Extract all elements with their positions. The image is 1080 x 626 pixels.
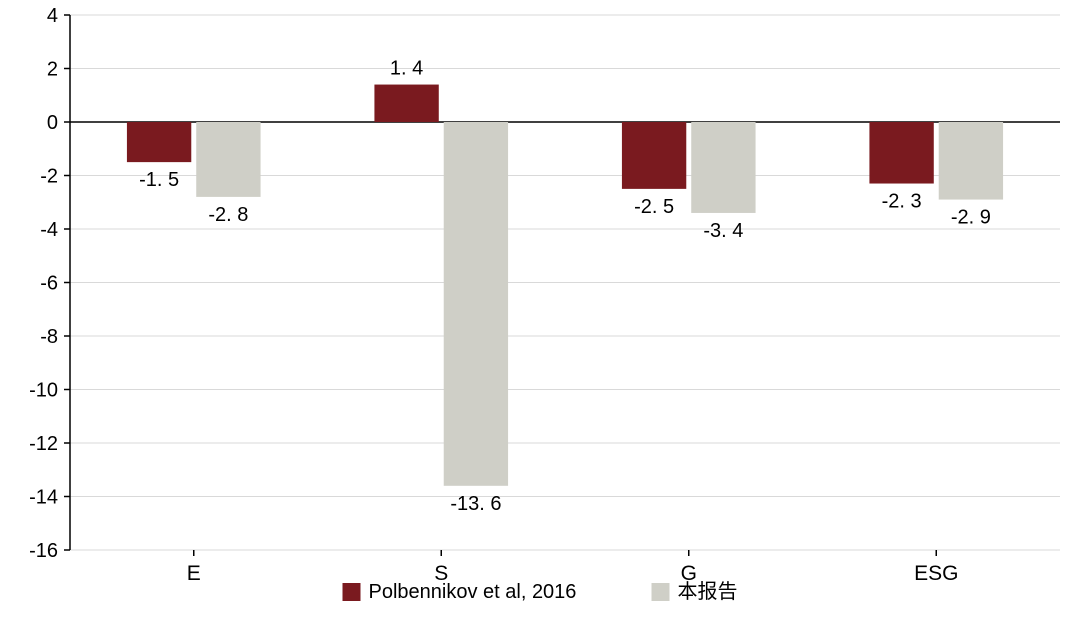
y-tick-label: -4	[40, 219, 58, 241]
bar-value-label: -2. 8	[208, 204, 248, 226]
bar-value-label: -1. 5	[139, 169, 179, 191]
y-tick-label: -2	[40, 166, 58, 188]
y-tick-label: -10	[29, 380, 58, 402]
category-label: ESG	[914, 562, 958, 585]
y-tick-label: -12	[29, 433, 58, 455]
bar-value-label: -3. 4	[703, 220, 743, 242]
chart-bg	[0, 0, 1080, 626]
bar-value-label: -2. 9	[951, 207, 991, 229]
bar-value-label: -2. 3	[882, 191, 922, 213]
bar-E-0	[127, 122, 191, 162]
legend-swatch	[652, 583, 670, 601]
bar-S-1	[444, 122, 508, 486]
bar-G-1	[691, 122, 755, 213]
y-tick-label: -16	[29, 540, 58, 562]
legend-label: 本报告	[678, 580, 738, 603]
y-tick-label: 2	[47, 59, 58, 81]
bar-G-0	[622, 122, 686, 189]
bar-E-1	[196, 122, 260, 197]
y-tick-label: -8	[40, 326, 58, 348]
y-tick-label: 4	[47, 5, 58, 27]
y-tick-label: -14	[29, 487, 58, 509]
bar-ESG-1	[939, 122, 1003, 200]
y-tick-label: 0	[47, 112, 58, 134]
bar-value-label: 1. 4	[390, 58, 423, 80]
y-tick-label: -6	[40, 273, 58, 295]
bar-value-label: -13. 6	[450, 493, 501, 515]
legend-swatch	[343, 583, 361, 601]
bar-value-label: -2. 5	[634, 196, 674, 218]
category-label: E	[187, 562, 201, 585]
legend-label: Polbennikov et al, 2016	[369, 581, 577, 603]
chart-container: -16-14-12-10-8-6-4-2024E-1. 5-2. 8S1. 4-…	[0, 0, 1080, 626]
bar-ESG-0	[869, 122, 933, 184]
bar-chart: -16-14-12-10-8-6-4-2024E-1. 5-2. 8S1. 4-…	[0, 0, 1080, 626]
bar-S-0	[374, 85, 438, 122]
